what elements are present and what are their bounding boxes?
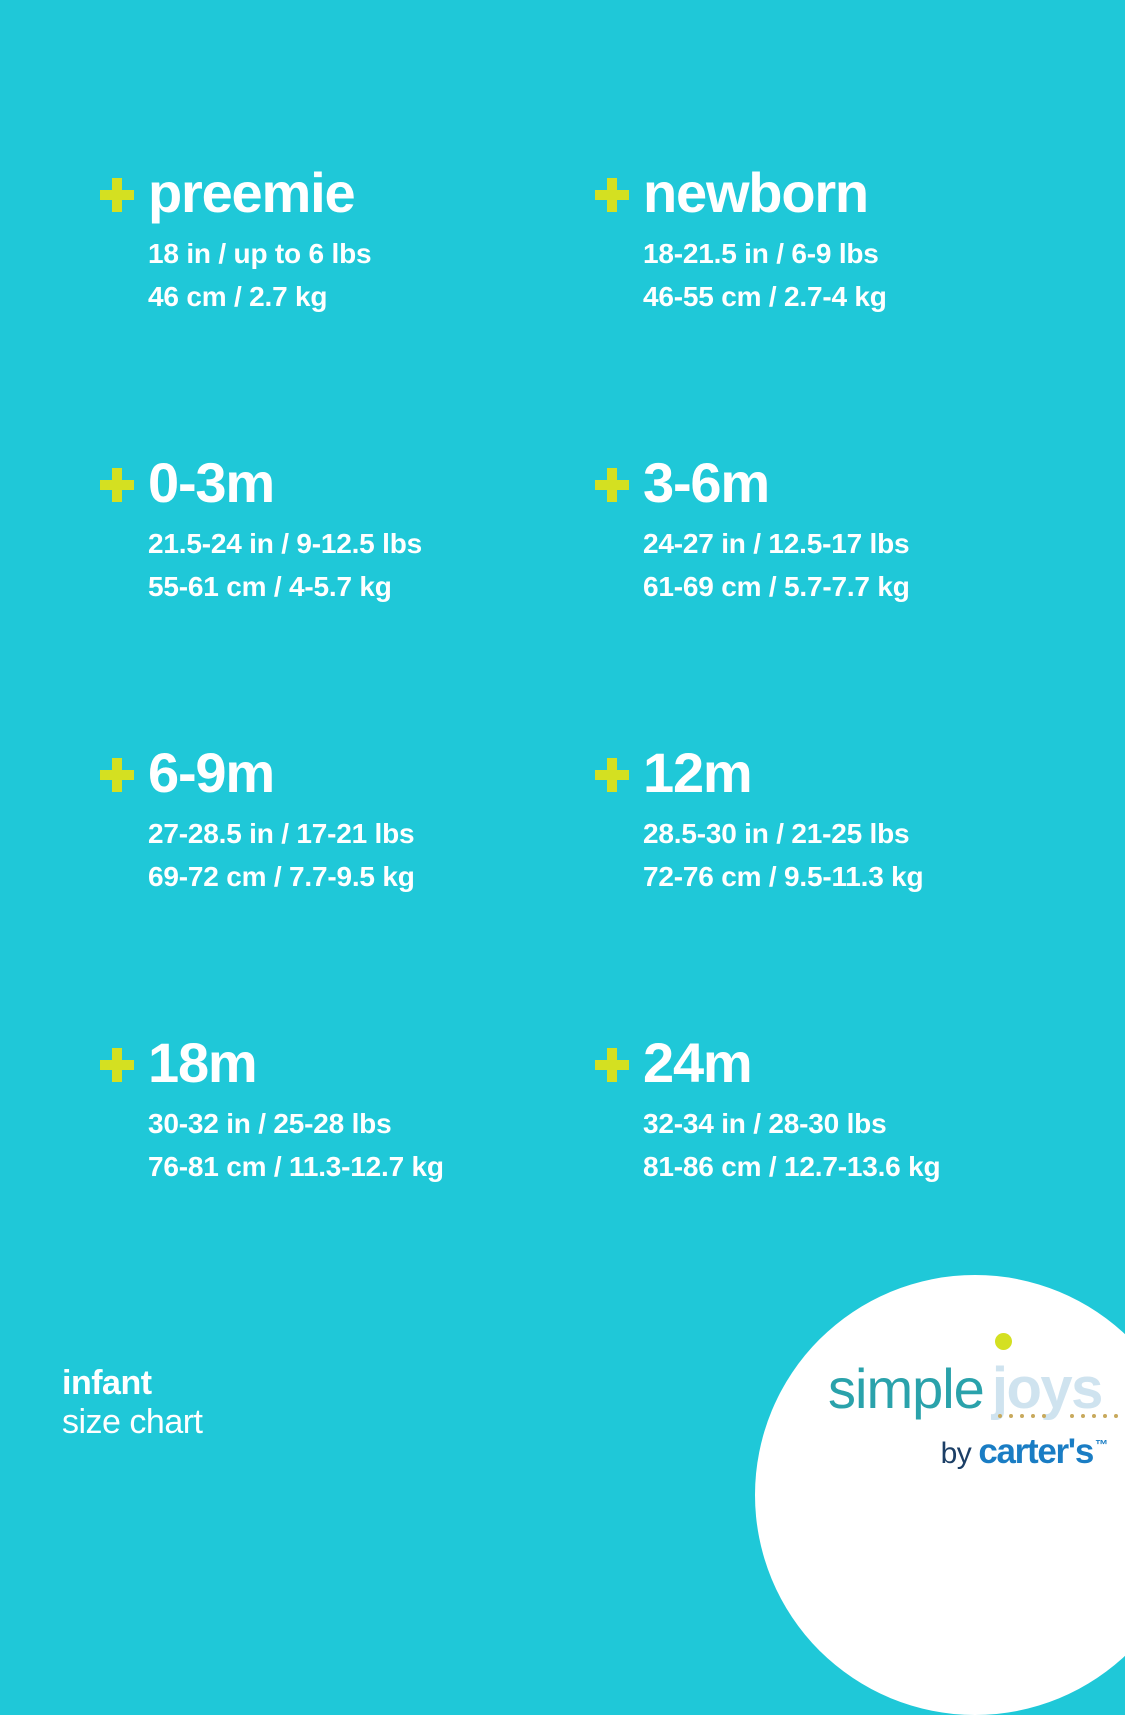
size-label: preemie — [148, 165, 354, 221]
plus-icon — [595, 468, 629, 502]
size-chart-grid: preemie 18 in / up to 6 lbs 46 cm / 2.7 … — [0, 0, 1125, 1270]
plus-icon — [595, 178, 629, 212]
size-card-header: 6-9m — [100, 740, 415, 806]
plus-icon — [100, 468, 134, 502]
size-measurements: 18 in / up to 6 lbs 46 cm / 2.7 kg — [148, 232, 371, 319]
logo-word-by: by — [941, 1439, 972, 1469]
size-measurements: 32-34 in / 28-30 lbs 81-86 cm / 12.7-13.… — [643, 1102, 940, 1189]
size-card-header: 12m — [595, 740, 923, 806]
size-label: 6-9m — [148, 745, 274, 801]
plus-icon — [100, 178, 134, 212]
decorative-dot-icon — [1081, 1414, 1085, 1418]
size-imperial: 32-34 in / 28-30 lbs — [643, 1102, 940, 1145]
size-measurements: 30-32 in / 25-28 lbs 76-81 cm / 11.3-12.… — [148, 1102, 444, 1189]
size-measurements: 24-27 in / 12.5-17 lbs 61-69 cm / 5.7-7.… — [643, 522, 910, 609]
logo-primary-line: simple joys — [828, 1360, 1108, 1418]
decorative-dot-icon — [1114, 1414, 1118, 1418]
size-card-header: 3-6m — [595, 450, 910, 516]
size-card-header: preemie — [100, 160, 371, 226]
size-metric: 46 cm / 2.7 kg — [148, 275, 371, 318]
decorative-dot-icon — [1092, 1414, 1096, 1418]
size-measurements: 27-28.5 in / 17-21 lbs 69-72 cm / 7.7-9.… — [148, 812, 415, 899]
size-card-newborn: newborn 18-21.5 in / 6-9 lbs 46-55 cm / … — [595, 160, 887, 319]
size-imperial: 30-32 in / 25-28 lbs — [148, 1102, 444, 1145]
size-imperial: 18-21.5 in / 6-9 lbs — [643, 232, 887, 275]
size-card-0-3m: 0-3m 21.5-24 in / 9-12.5 lbs 55-61 cm / … — [100, 450, 422, 609]
size-card-3-6m: 3-6m 24-27 in / 12.5-17 lbs 61-69 cm / 5… — [595, 450, 910, 609]
size-card-header: 18m — [100, 1030, 444, 1096]
size-card-header: 24m — [595, 1030, 940, 1096]
decorative-dot-icon — [1042, 1414, 1046, 1418]
page-subtitle: size chart — [62, 1403, 203, 1442]
decorative-dot-icon — [1103, 1414, 1107, 1418]
size-imperial: 24-27 in / 12.5-17 lbs — [643, 522, 910, 565]
size-metric: 72-76 cm / 9.5-11.3 kg — [643, 855, 923, 898]
logo-word-joys: joys — [992, 1356, 1102, 1421]
logo-secondary-line: by carter's ™ — [828, 1434, 1108, 1469]
size-card-6-9m: 6-9m 27-28.5 in / 17-21 lbs 69-72 cm / 7… — [100, 740, 415, 899]
size-label: 0-3m — [148, 455, 274, 511]
size-imperial: 21.5-24 in / 9-12.5 lbs — [148, 522, 422, 565]
trademark-icon: ™ — [1095, 1438, 1108, 1451]
page-title: infant — [62, 1364, 203, 1403]
size-label: 18m — [148, 1035, 256, 1091]
size-card-12m: 12m 28.5-30 in / 21-25 lbs 72-76 cm / 9.… — [595, 740, 923, 899]
size-measurements: 18-21.5 in / 6-9 lbs 46-55 cm / 2.7-4 kg — [643, 232, 887, 319]
size-card-preemie: preemie 18 in / up to 6 lbs 46 cm / 2.7 … — [100, 160, 371, 319]
dot-group-1 — [998, 1414, 1046, 1418]
logo-dot-decoration — [998, 1414, 1125, 1418]
size-metric: 55-61 cm / 4-5.7 kg — [148, 565, 422, 608]
size-label: 3-6m — [643, 455, 769, 511]
plus-icon — [100, 758, 134, 792]
size-measurements: 28.5-30 in / 21-25 lbs 72-76 cm / 9.5-11… — [643, 812, 923, 899]
size-metric: 81-86 cm / 12.7-13.6 kg — [643, 1145, 940, 1188]
yellow-dot-icon — [995, 1333, 1012, 1350]
decorative-dot-icon — [1020, 1414, 1024, 1418]
size-measurements: 21.5-24 in / 9-12.5 lbs 55-61 cm / 4-5.7… — [148, 522, 422, 609]
plus-icon — [595, 1048, 629, 1082]
size-card-header: newborn — [595, 160, 887, 226]
size-metric: 69-72 cm / 7.7-9.5 kg — [148, 855, 415, 898]
size-label: 12m — [643, 745, 751, 801]
decorative-dot-icon — [1031, 1414, 1035, 1418]
size-card-18m: 18m 30-32 in / 25-28 lbs 76-81 cm / 11.3… — [100, 1030, 444, 1189]
decorative-dot-icon — [1070, 1414, 1074, 1418]
size-card-24m: 24m 32-34 in / 28-30 lbs 81-86 cm / 12.7… — [595, 1030, 940, 1189]
size-metric: 76-81 cm / 11.3-12.7 kg — [148, 1145, 444, 1188]
plus-icon — [595, 758, 629, 792]
dot-group-2 — [1070, 1414, 1125, 1418]
logo-word-joys-wrapper: joys — [992, 1360, 1102, 1418]
size-imperial: 27-28.5 in / 17-21 lbs — [148, 812, 415, 855]
size-imperial: 18 in / up to 6 lbs — [148, 232, 371, 275]
logo-word-carters: carter's — [978, 1434, 1093, 1469]
logo-background-circle — [755, 1275, 1125, 1715]
plus-icon — [100, 1048, 134, 1082]
decorative-dot-icon — [998, 1414, 1002, 1418]
decorative-dot-icon — [1009, 1414, 1013, 1418]
size-label: newborn — [643, 165, 868, 221]
footer-caption: infant size chart — [62, 1364, 203, 1442]
logo-word-simple: simple — [828, 1361, 984, 1417]
size-metric: 46-55 cm / 2.7-4 kg — [643, 275, 887, 318]
size-card-header: 0-3m — [100, 450, 422, 516]
size-imperial: 28.5-30 in / 21-25 lbs — [643, 812, 923, 855]
size-label: 24m — [643, 1035, 751, 1091]
size-metric: 61-69 cm / 5.7-7.7 kg — [643, 565, 910, 608]
brand-logo: simple joys — [828, 1360, 1108, 1469]
